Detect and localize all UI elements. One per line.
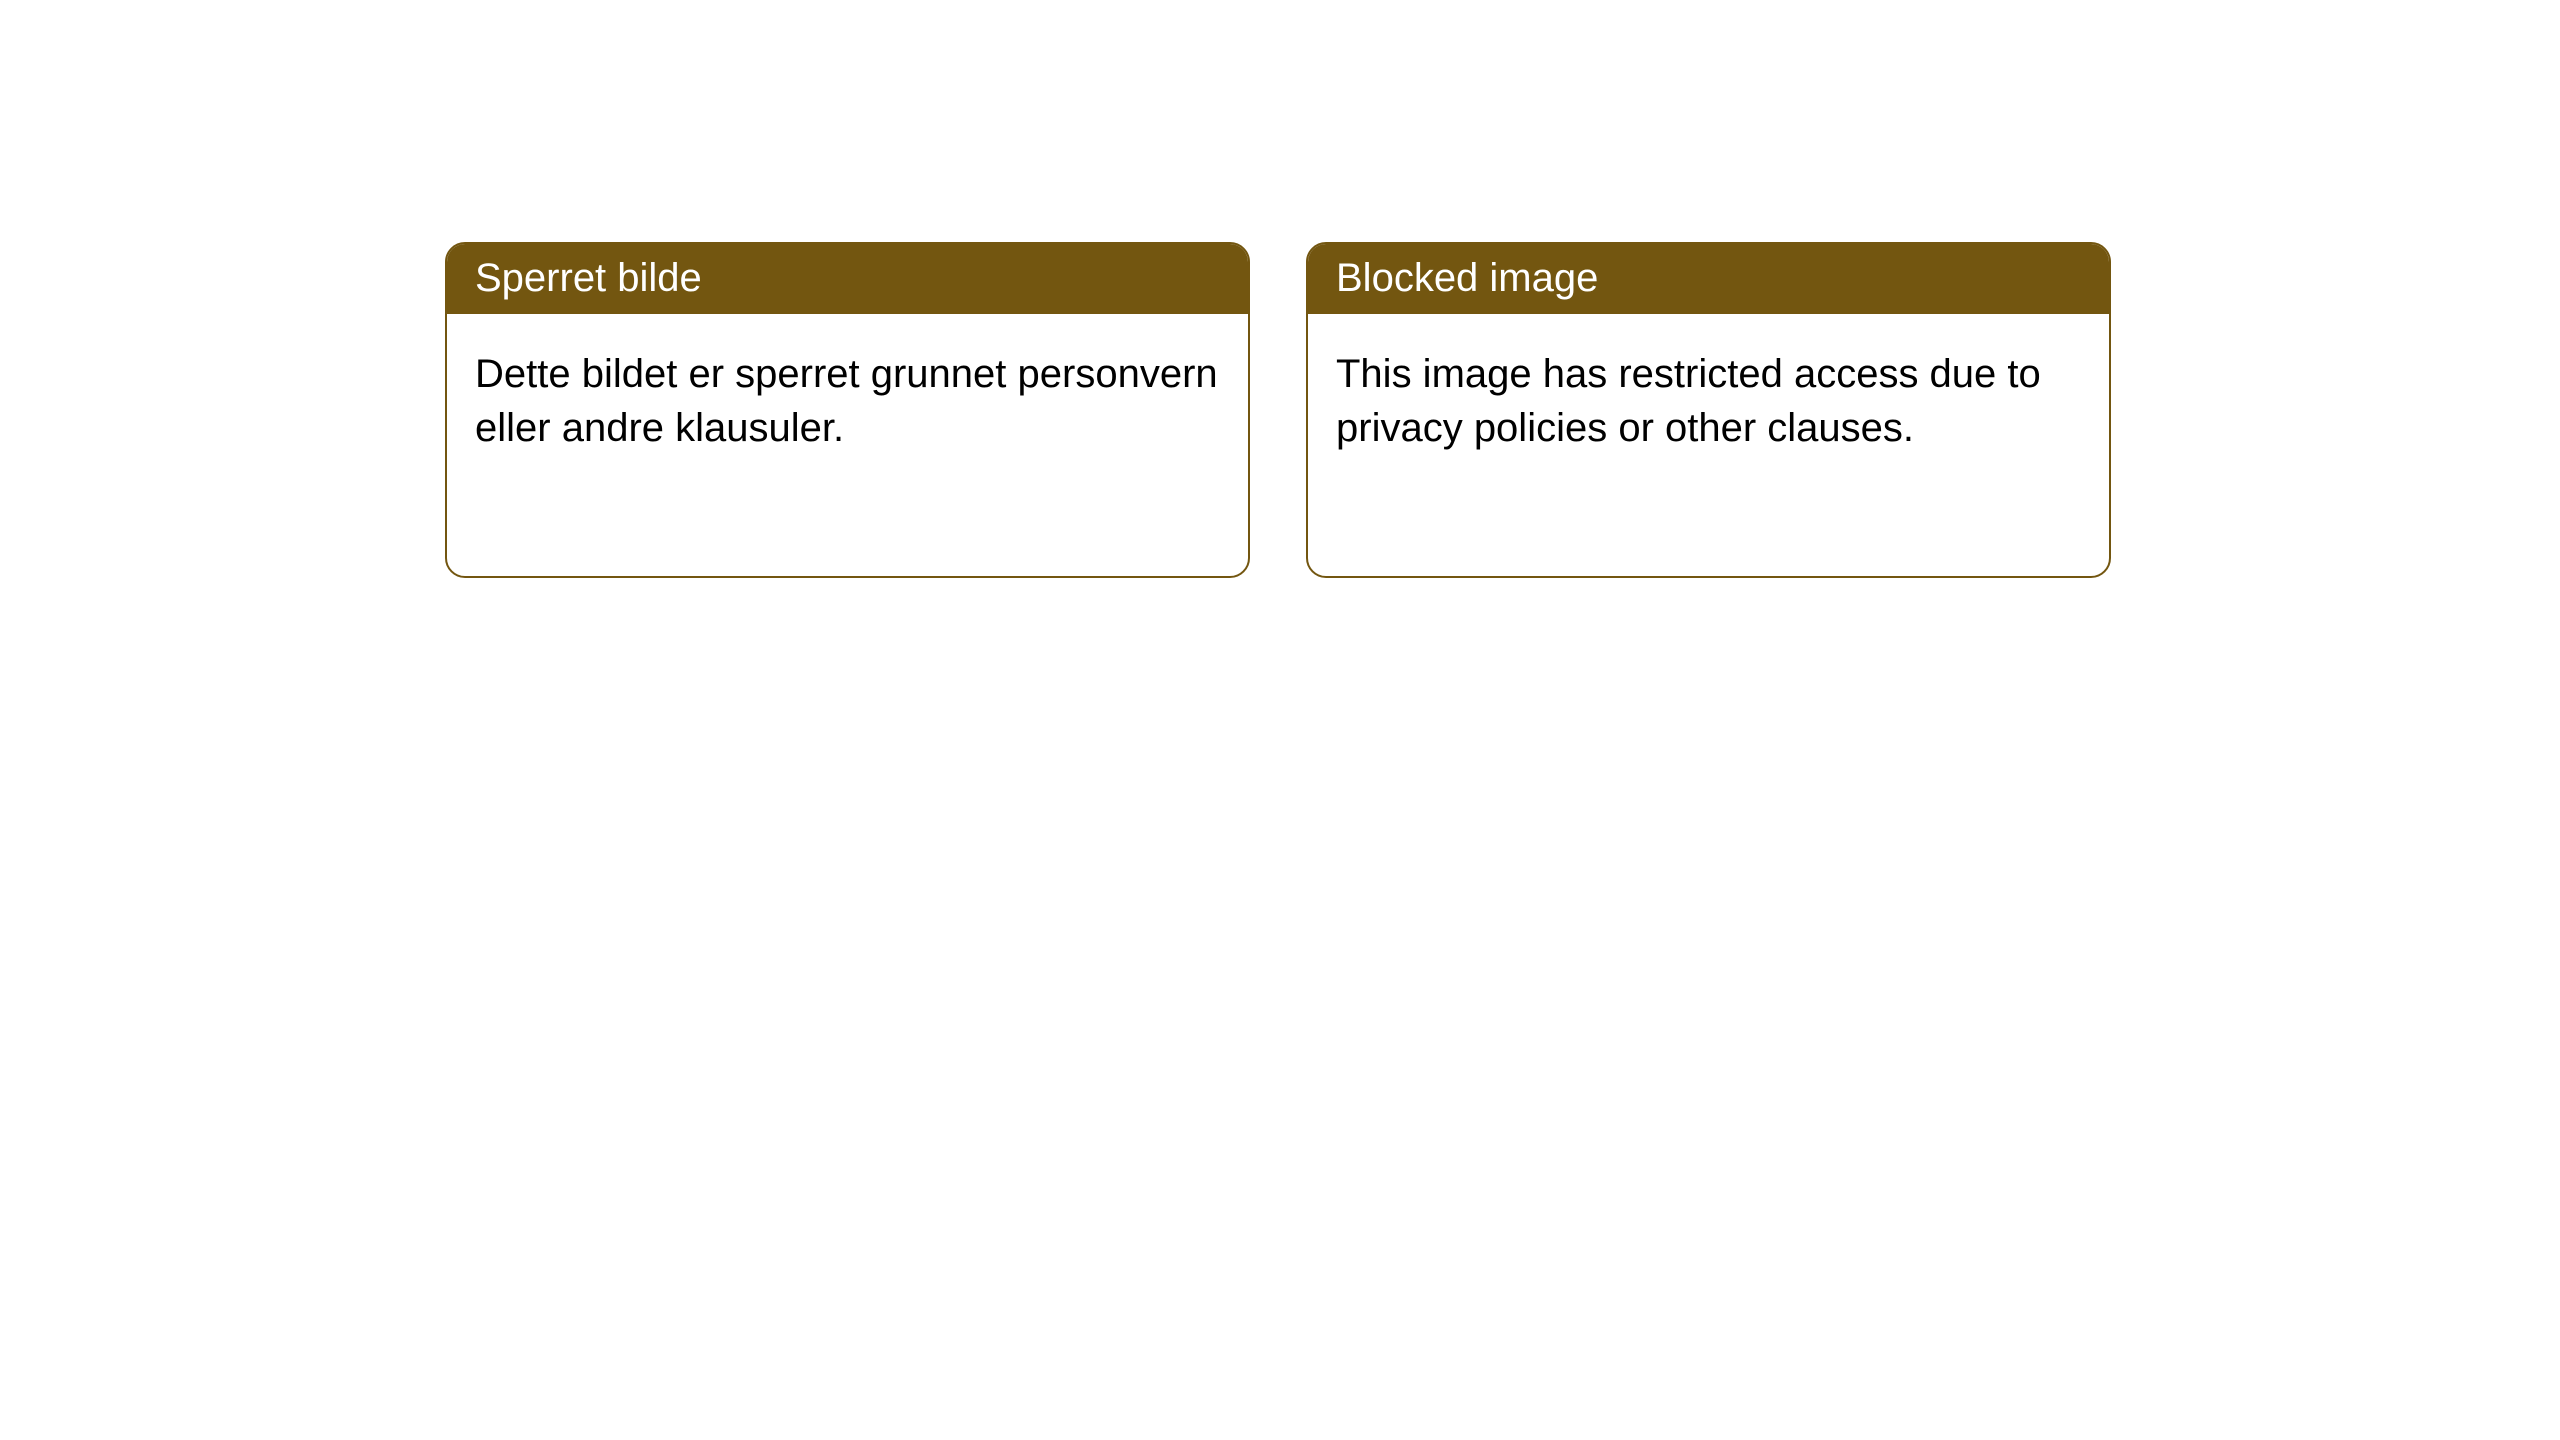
notice-card-row: Sperret bilde Dette bildet er sperret gr… [0,0,2560,578]
notice-card-body: This image has restricted access due to … [1308,314,2109,489]
notice-card-title: Sperret bilde [447,244,1248,314]
notice-card-english: Blocked image This image has restricted … [1306,242,2111,578]
notice-card-title: Blocked image [1308,244,2109,314]
notice-card-body: Dette bildet er sperret grunnet personve… [447,314,1248,489]
notice-card-norwegian: Sperret bilde Dette bildet er sperret gr… [445,242,1250,578]
